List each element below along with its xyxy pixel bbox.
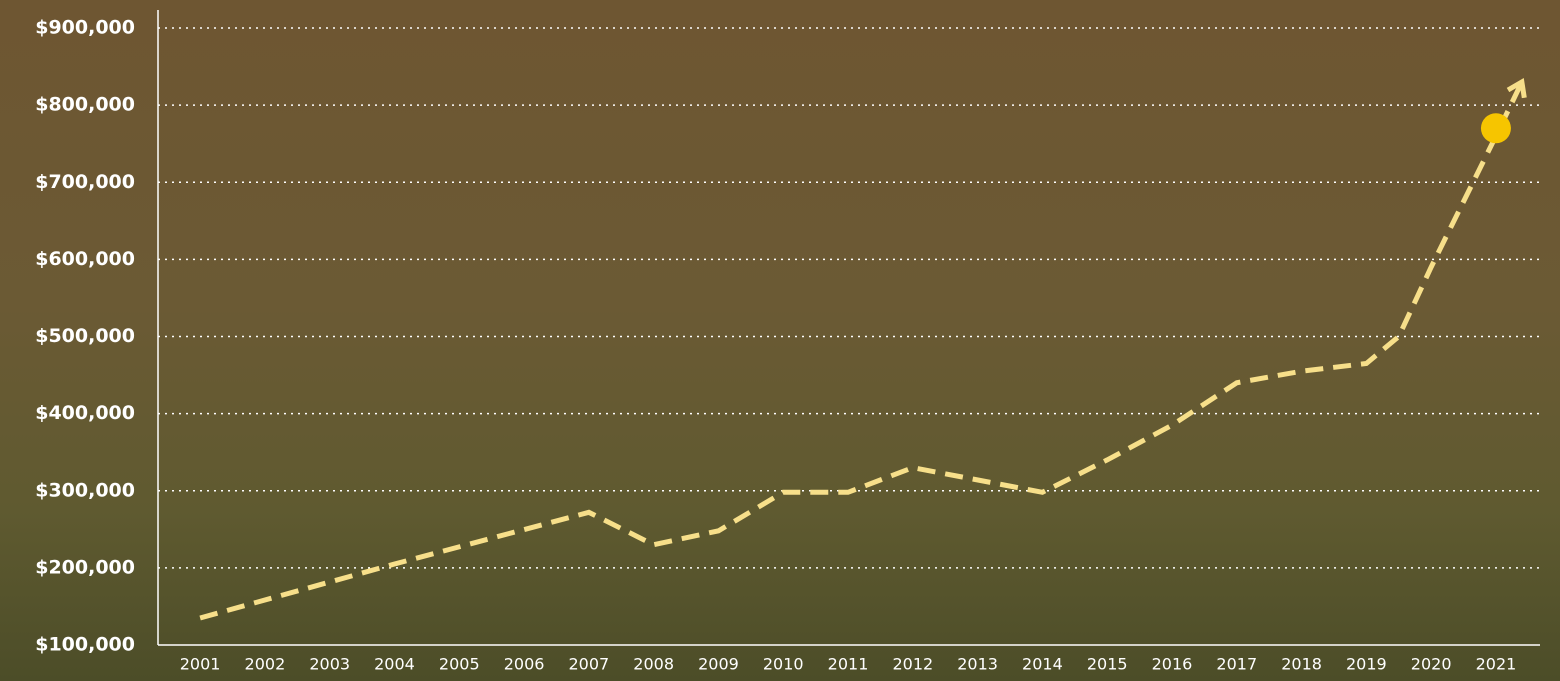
- highlight-point: [1481, 113, 1511, 143]
- x-tick-label: 2020: [1411, 655, 1452, 674]
- background: [0, 0, 1560, 681]
- y-tick-label: $200,000: [35, 556, 135, 578]
- x-tick-label: 2001: [180, 655, 221, 674]
- x-tick-label: 2018: [1281, 655, 1322, 674]
- y-tick-label: $400,000: [35, 402, 135, 424]
- x-tick-label: 2009: [698, 655, 739, 674]
- x-tick-label: 2005: [439, 655, 480, 674]
- x-tick-label: 2017: [1216, 655, 1257, 674]
- y-tick-label: $300,000: [35, 479, 135, 501]
- x-tick-label: 2015: [1087, 655, 1128, 674]
- y-tick-label: $700,000: [35, 171, 135, 193]
- x-tick-label: 2008: [633, 655, 674, 674]
- x-tick-label: 2004: [374, 655, 415, 674]
- page: {"chart_data": {"type": "line", "x": [20…: [0, 0, 1560, 681]
- y-tick-label: $900,000: [35, 17, 135, 39]
- chart: $100,000 $200,000 $300,000 $400,000 $500,000…: [0, 0, 1560, 681]
- x-tick-label: 2019: [1346, 655, 1387, 674]
- y-tick-label: $800,000: [35, 94, 135, 116]
- x-tick-label: 2002: [245, 655, 286, 674]
- x-tick-label: 2016: [1152, 655, 1193, 674]
- y-tick-label: $100,000: [35, 634, 135, 656]
- x-tick-label: 2010: [763, 655, 804, 674]
- x-tick-label: 2021: [1476, 655, 1517, 674]
- y-tick-label: $500,000: [35, 325, 135, 347]
- x-tick-label: 2012: [892, 655, 933, 674]
- y-tick-label: $600,000: [35, 248, 135, 270]
- x-tick-label: 2003: [309, 655, 350, 674]
- x-tick-label: 2011: [828, 655, 869, 674]
- x-tick-label: 2007: [569, 655, 610, 674]
- x-tick-label: 2014: [1022, 655, 1063, 674]
- x-tick-label: 2006: [504, 655, 545, 674]
- x-tick-label: 2013: [957, 655, 998, 674]
